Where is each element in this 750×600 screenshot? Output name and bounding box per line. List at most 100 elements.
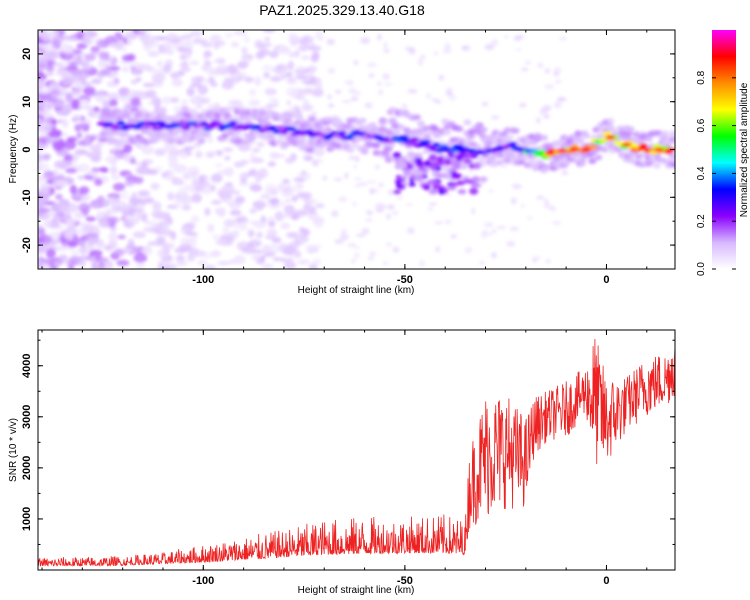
spectrogram-noise-blob [116, 259, 130, 267]
spectrogram-noise-blob [140, 212, 148, 222]
spectrogram-noise-blob [291, 39, 297, 47]
spectrogram-noise-blob [117, 234, 126, 240]
spectrogram-noise-blob [197, 260, 208, 266]
spectrogram-noise-blob [132, 231, 146, 239]
spectrogram-ridge-halo [213, 112, 222, 119]
spectrogram-ridge-halo [294, 123, 303, 130]
spectrogram-noise-blob [78, 186, 90, 195]
spectrogram-noise-blob [524, 60, 532, 65]
spectrogram-x-axis: -100 -50 0 [41, 30, 648, 286]
spectrogram-noise-blob [490, 39, 499, 46]
spectrogram-noise-blob [216, 150, 223, 157]
spectrogram-noise-blob [155, 212, 166, 220]
spectrogram-noise-blob [72, 113, 82, 122]
spectrogram-noise-blob [360, 37, 371, 44]
spectrogram-ridge-halo [479, 126, 488, 133]
spectrogram-branch-blob [412, 170, 419, 176]
spectrogram-noise-blob [355, 233, 366, 238]
spectrogram-noise-blob [158, 225, 170, 234]
spectrogram-noise-blob [433, 51, 439, 56]
spectrogram-noise-blob [162, 64, 172, 73]
spectrogram-noise-blob [366, 180, 377, 184]
snr-x-axis: -100 -50 0 [41, 330, 648, 587]
spectrogram-noise-blob [243, 36, 251, 43]
spectrogram-noise-blob [170, 72, 180, 79]
spectrogram-noise-blob [152, 201, 162, 211]
y-tick-label: 20 [21, 48, 33, 60]
spectrogram-ridge-halo [606, 118, 615, 125]
spectrogram-ridge-halo [392, 129, 401, 136]
spectrogram-ridge-halo [624, 130, 633, 137]
spectrogram-noise-blob [553, 101, 562, 109]
spectrogram-noise-blob [369, 252, 376, 256]
snr-y-axis: 1000 2000 3000 4000 [21, 339, 675, 545]
spectrogram-noise-blob [120, 189, 129, 200]
spectrogram-noise-blob [519, 102, 527, 108]
spectrogram-noise-blob [171, 77, 183, 88]
spectrogram-noise-blob [270, 75, 282, 82]
spectrogram-noise-blob [448, 94, 457, 102]
spectrogram-noise-blob [383, 82, 393, 86]
y-tick-label: 4000 [21, 354, 33, 378]
spectrogram-noise-blob [367, 256, 375, 261]
spectrogram-noise-blob [407, 88, 418, 94]
spectrogram-noise-blob [328, 103, 335, 108]
spectrogram-ridge-halo [626, 126, 635, 133]
spectrogram-noise-blob [133, 252, 148, 263]
spectrogram-noise-blob [80, 196, 89, 202]
spectrogram-noise-blob [298, 227, 306, 233]
spectrogram-noise-blob [551, 220, 562, 226]
spectrogram-branch-blob [400, 174, 409, 179]
spectrogram-noise-blob [435, 245, 441, 253]
spectrogram-noise-blob [300, 39, 309, 45]
spectrogram-noise-blob [40, 44, 55, 53]
spectrogram-branch-blob [393, 189, 402, 195]
spectrogram-noise-blob [79, 260, 86, 268]
spectrogram-x-label: Height of straight line (km) [298, 285, 415, 296]
spectrogram-noise-blob [84, 106, 95, 111]
spectrogram-noise-blob [291, 195, 298, 203]
spectrogram-noise-blob [283, 245, 297, 256]
spectrogram-noise-blob [334, 239, 344, 244]
spectrogram-peak-blob [637, 146, 648, 151]
spectrogram-noise-blob [259, 194, 271, 199]
spectrogram-noise-blob [38, 94, 48, 100]
spectrogram-noise-blob [64, 103, 72, 110]
spectrogram-ridge-halo [588, 158, 597, 165]
spectrogram-noise-blob [376, 81, 382, 87]
spectrogram-ridge-halo [384, 156, 393, 163]
spectrogram-noise-blob [251, 254, 262, 261]
spectrogram-ridge-halo [298, 134, 307, 141]
spectrogram-ridge-halo [146, 116, 155, 123]
spectrogram-noise-blob [224, 167, 234, 177]
spectrogram-noise-blob [78, 255, 90, 262]
snr-x-label: Height of straight line (km) [298, 585, 415, 596]
spectrogram-noise-blob [38, 187, 50, 197]
spectrogram-noise-blob [249, 219, 261, 226]
spectrogram-noise-blob [65, 217, 77, 227]
spectrogram-noise-blob [438, 74, 445, 81]
spectrogram-noise-blob [79, 240, 87, 247]
spectrogram-branch-blob [440, 172, 450, 179]
spectrogram-ridge-halo [505, 134, 514, 141]
spectrogram-noise-blob [96, 210, 105, 219]
spectrogram-noise-blob [445, 192, 452, 197]
spectrogram-branch-blob [450, 165, 461, 171]
spectrogram-noise-blob [313, 66, 318, 71]
spectrogram-noise-blob [311, 88, 324, 97]
spectrogram-noise-blob [284, 261, 297, 269]
spectrogram-noise-blob [419, 54, 426, 60]
spectrogram-noise-blob [405, 203, 414, 207]
spectrogram-ridge-halo [441, 165, 450, 172]
spectrogram-noise-blob [386, 213, 391, 220]
y-tick-label: -10 [21, 189, 33, 205]
spectrogram-noise-blob [109, 148, 123, 155]
spectrogram-noise-blob [228, 79, 241, 84]
spectrogram-noise-blob [464, 246, 473, 254]
spectrogram-ridge-halo [412, 114, 421, 121]
spectrogram-noise-blob [387, 189, 395, 196]
spectrogram-noise-blob [193, 250, 207, 257]
spectrogram-noise-blob [504, 35, 509, 39]
spectrogram-noise-blob [256, 141, 265, 148]
spectrogram-noise-blob [223, 219, 236, 228]
